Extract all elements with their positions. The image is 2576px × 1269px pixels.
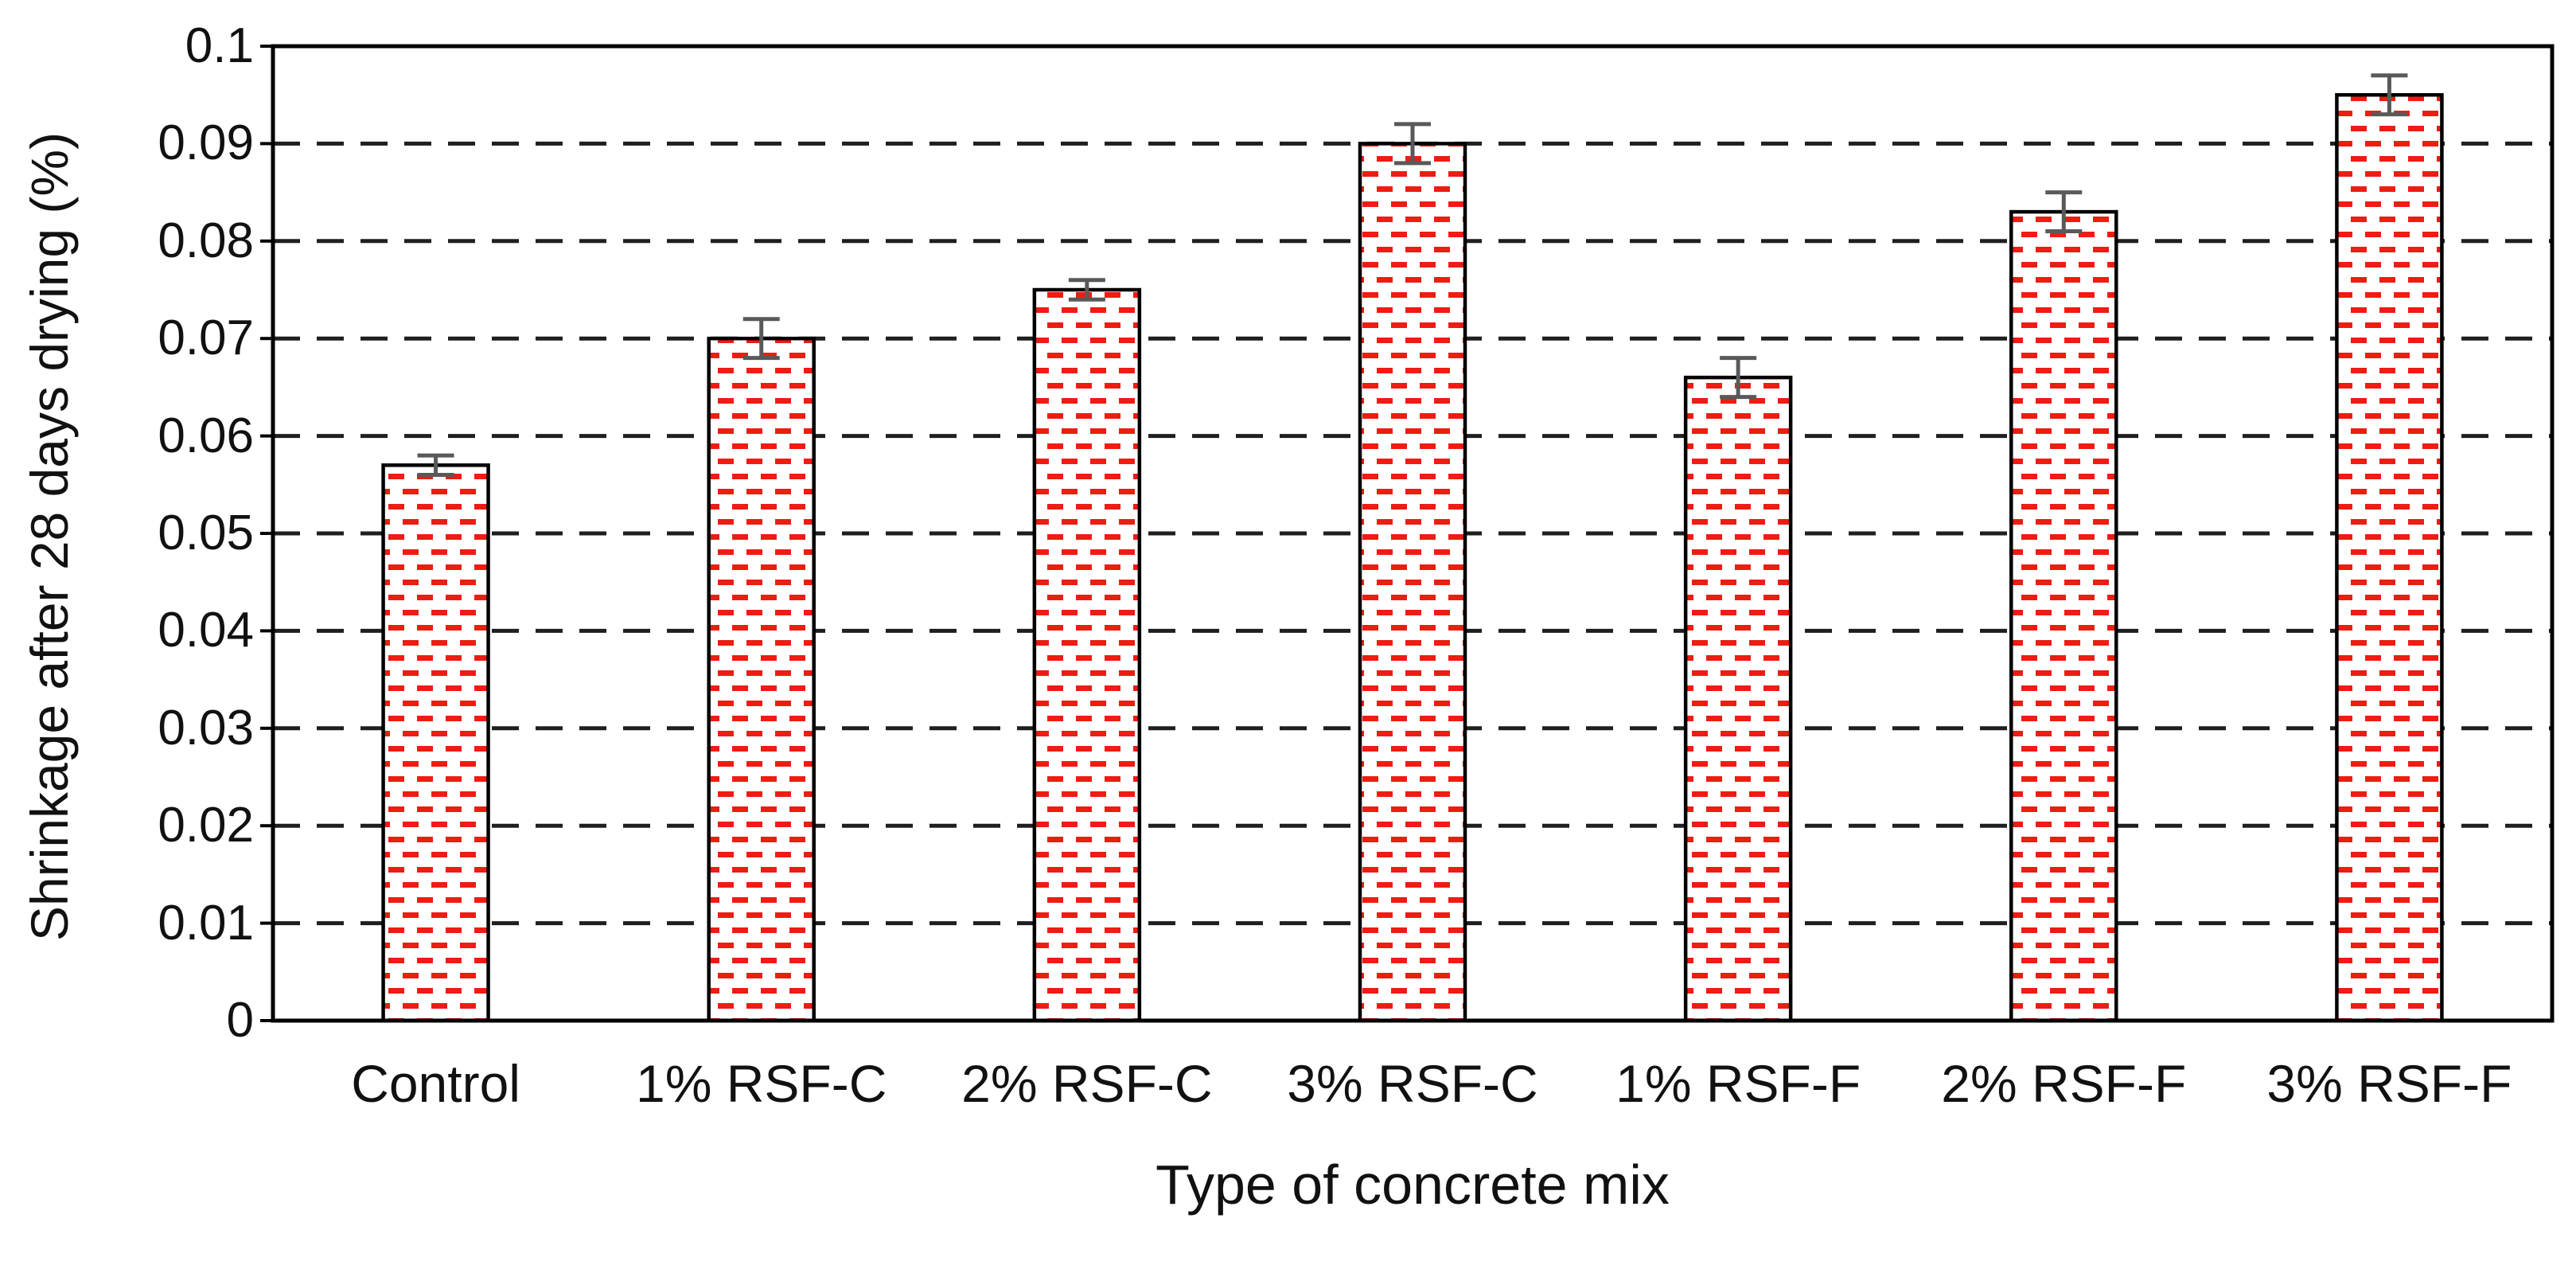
x-category-label: 2% RSF-F	[1941, 1054, 2187, 1113]
bar-1% RSF-C	[707, 336, 816, 1023]
x-axis-title: Type of concrete mix	[1155, 1154, 1670, 1216]
x-category-label: 3% RSF-C	[1287, 1054, 1538, 1113]
y-tick-label: 0.05	[158, 506, 254, 560]
y-tick-label: 0	[226, 993, 254, 1048]
y-tick-label: 0.04	[158, 603, 254, 658]
bar-3% RSF-C	[1358, 142, 1467, 1023]
error-bar	[742, 317, 780, 361]
bar-3% RSF-F	[2335, 92, 2444, 1023]
y-tick-label: 0.06	[158, 408, 254, 463]
y-tick-label: 0.1	[185, 18, 254, 73]
x-category-label: 1% RSF-F	[1615, 1054, 1861, 1113]
error-bar	[2371, 73, 2408, 117]
x-category-label: 1% RSF-C	[636, 1054, 887, 1113]
x-category-label: 2% RSF-C	[961, 1054, 1213, 1113]
bar-2% RSF-F	[2009, 209, 2118, 1023]
y-tick-label: 0.09	[158, 115, 254, 171]
error-bar	[1068, 278, 1105, 302]
y-tick-label: 0.03	[158, 700, 254, 756]
y-tick-label: 0.07	[158, 310, 254, 366]
error-bar	[1720, 356, 1757, 400]
error-bar	[1394, 122, 1431, 166]
y-tick-label: 0.08	[158, 213, 254, 268]
bar-Control	[381, 463, 490, 1023]
bar-2% RSF-C	[1032, 287, 1142, 1023]
y-axis-title: Shrinkage after 28 days drying (%)	[20, 131, 79, 942]
x-category-label: 3% RSF-F	[2266, 1054, 2512, 1113]
bar-1% RSF-F	[1683, 375, 1793, 1023]
y-tick-label: 0.01	[158, 895, 254, 951]
error-bar	[417, 453, 454, 478]
error-bar	[2045, 190, 2083, 234]
y-tick-label: 0.02	[158, 798, 254, 853]
x-category-label: Control	[351, 1054, 520, 1113]
